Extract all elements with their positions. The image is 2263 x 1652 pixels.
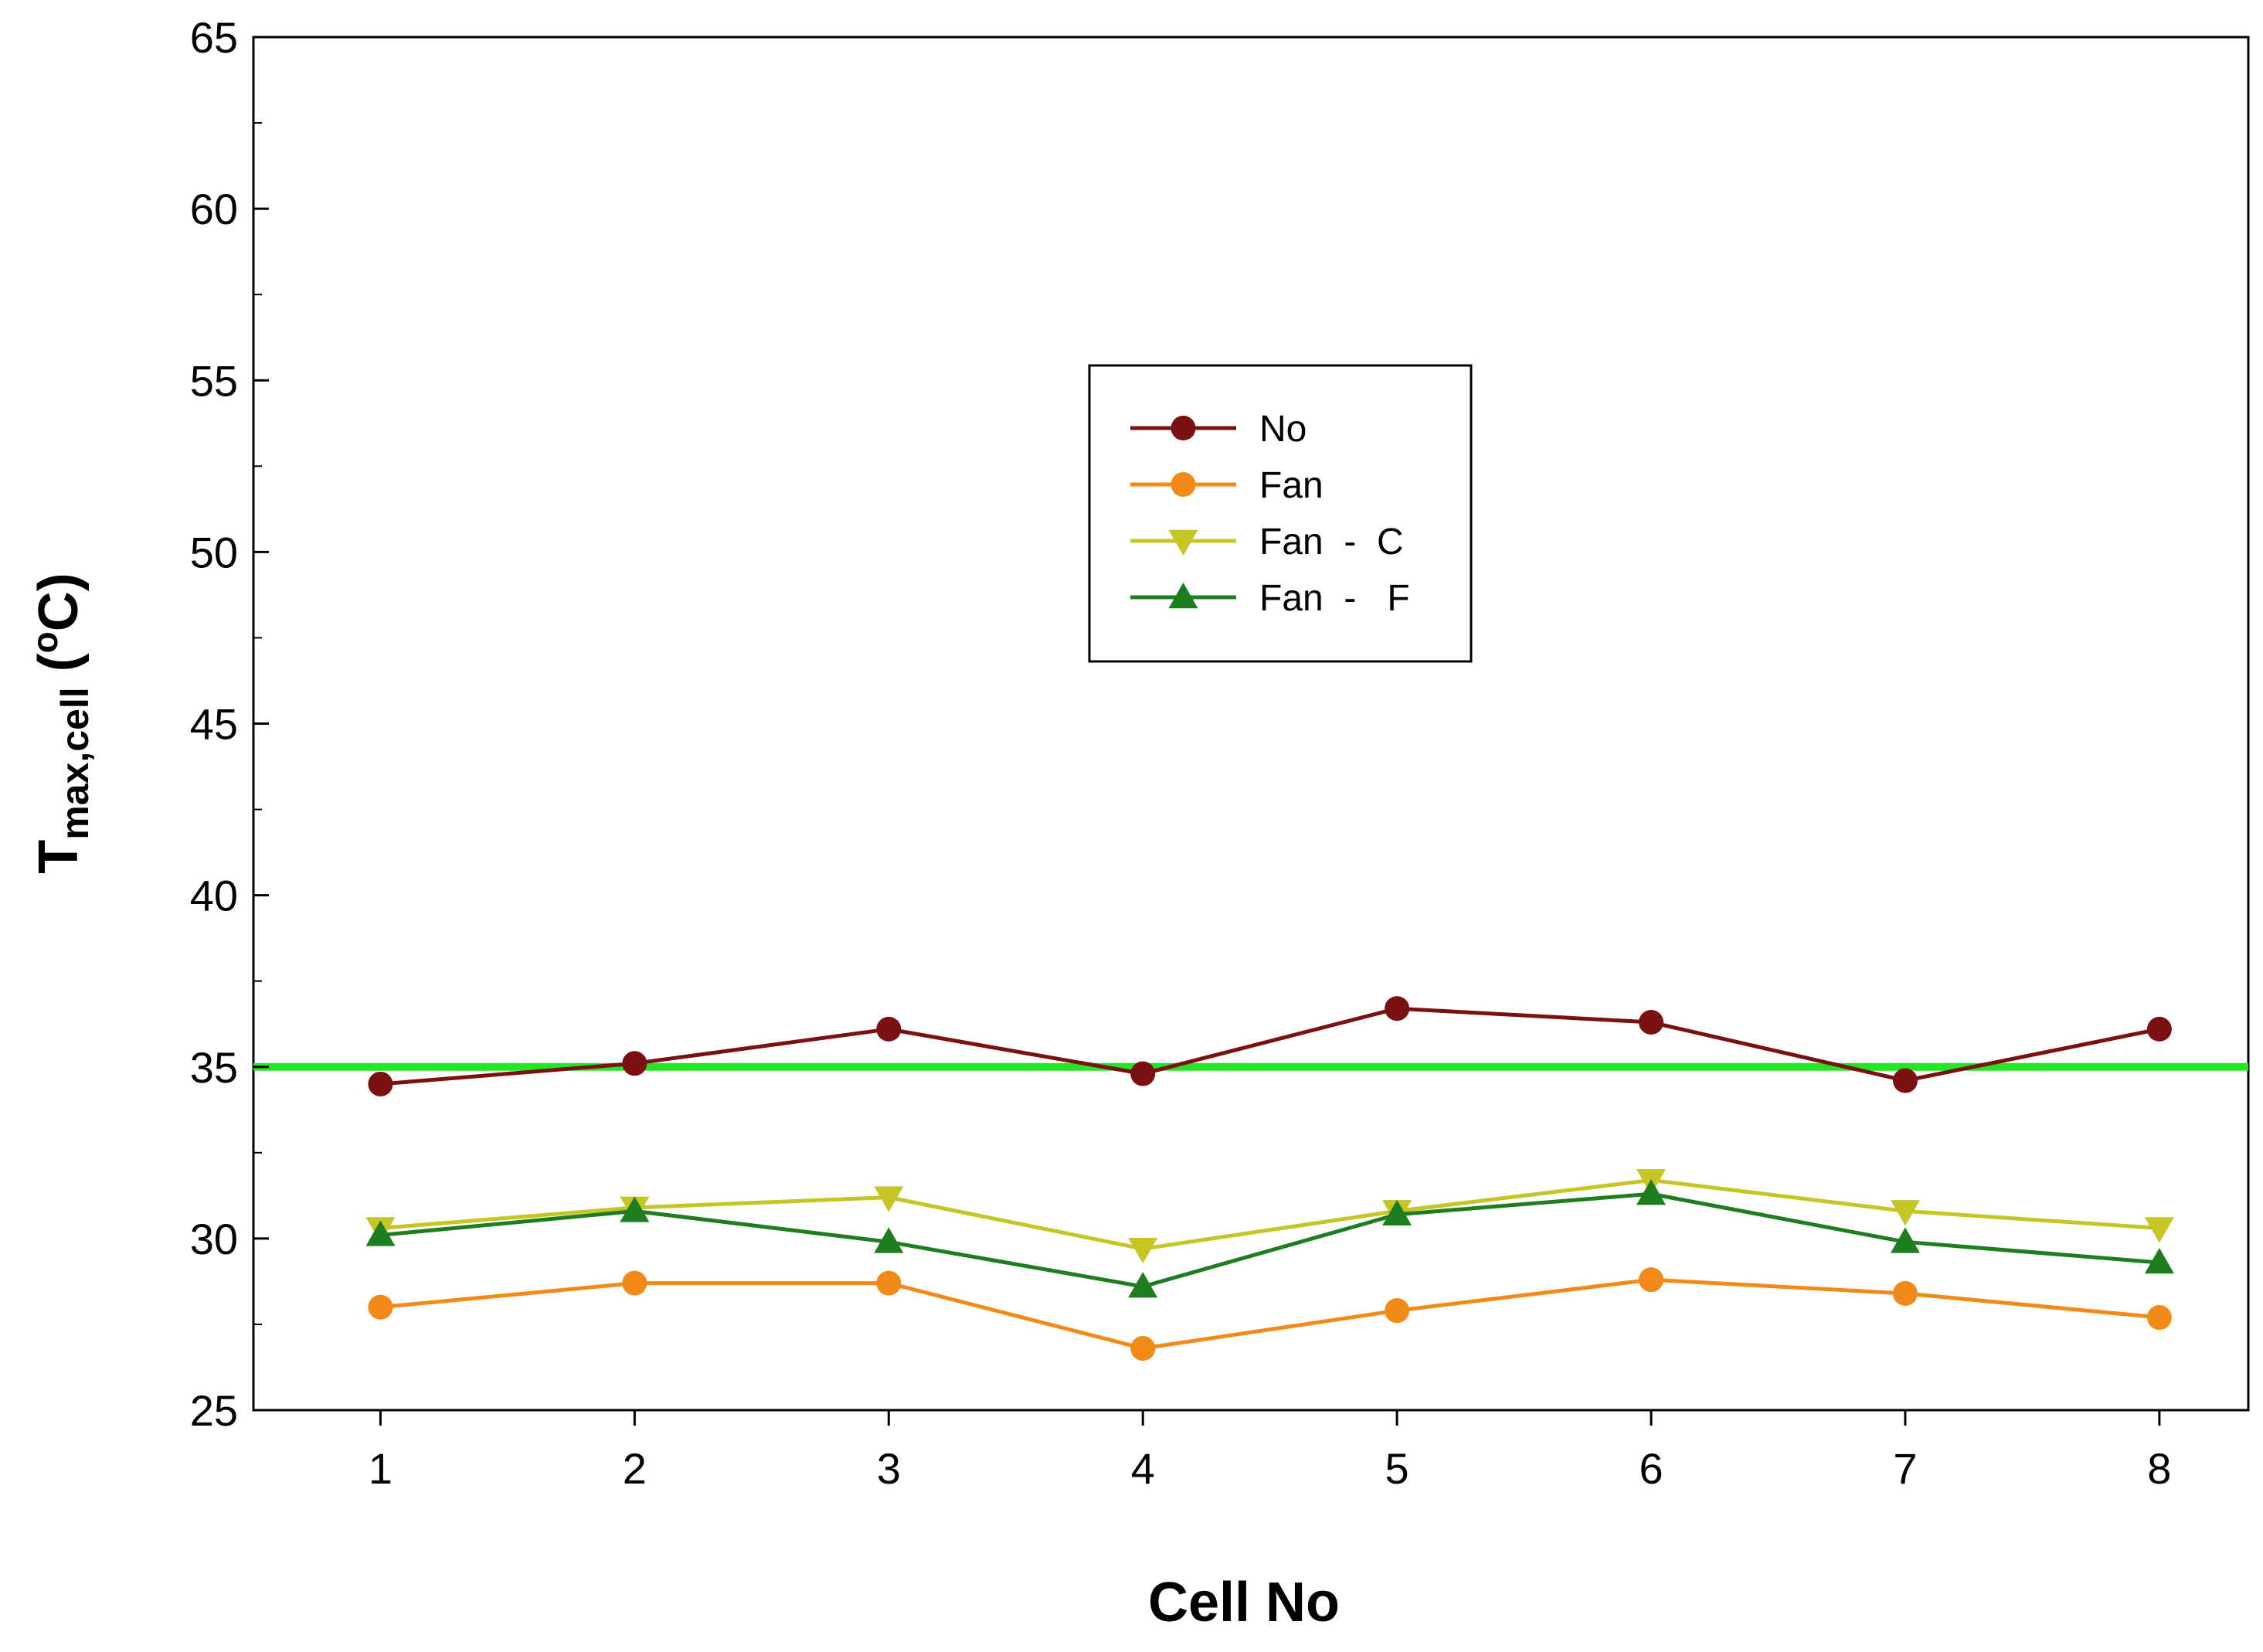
series-fan-f [365, 1179, 2174, 1298]
data-point-no [1385, 996, 1410, 1021]
data-point-fan [368, 1294, 393, 1320]
data-point-no [368, 1071, 393, 1096]
data-point-no [2146, 1016, 2172, 1042]
data-point-fan-f [874, 1227, 904, 1253]
data-point-fan-f [620, 1196, 650, 1222]
y-tick-label: 35 [190, 1043, 238, 1092]
plot-area [252, 36, 2250, 1412]
data-point-fan-c [2144, 1217, 2174, 1243]
y-axis-title-main: T [28, 840, 90, 874]
legend-marker-no [1171, 416, 1196, 440]
legend-label-fan-c: Fan - C [1259, 522, 1404, 563]
data-point-no [1130, 1061, 1156, 1086]
data-point-fan-c [1890, 1200, 1920, 1226]
x-axis-title: Cell No [1148, 1572, 1340, 1633]
data-point-fan [2146, 1305, 2172, 1331]
legend-entry-no: No [1130, 409, 1306, 450]
y-tick-label: 55 [190, 356, 238, 405]
legend-entry-fan-c: Fan - C [1130, 522, 1404, 563]
data-point-fan-f [365, 1220, 396, 1246]
series-line-no [380, 1006, 2160, 1086]
x-tick-label: 5 [1385, 1444, 1409, 1493]
data-point-fan-c [1128, 1237, 1158, 1264]
y-axis-title-close: C) [28, 573, 90, 631]
data-point-no [876, 1016, 902, 1042]
data-point-no [1892, 1068, 1918, 1093]
y-tick-label: 60 [190, 185, 238, 233]
data-point-fan-f [1890, 1227, 1920, 1253]
data-point-fan-f [1382, 1199, 1412, 1226]
data-point-fan [1892, 1280, 1918, 1306]
legend-label-no: No [1259, 409, 1306, 450]
series-line-fan-c [380, 1178, 2160, 1251]
data-point-no [1639, 1009, 1664, 1035]
data-point-no [622, 1051, 647, 1076]
legend-entry-fan-f: Fan - F [1130, 578, 1410, 619]
y-tick-label: 30 [190, 1215, 238, 1263]
y-axis-title-sub: max,cell [53, 687, 97, 839]
legend-marker-fan-f [1168, 583, 1198, 609]
series-layer [365, 996, 2174, 1361]
data-point-fan-f [1128, 1272, 1158, 1298]
x-tick-label: 8 [2147, 1444, 2171, 1493]
x-tick-label: 3 [877, 1444, 901, 1493]
legend-items: No Fan Fan - C Fan - F [1130, 409, 1410, 619]
legend-marker-fan-c [1168, 529, 1198, 556]
legend-box [1088, 364, 1473, 663]
y-tick-label: 45 [190, 700, 238, 749]
data-point-fan-f [2144, 1247, 2174, 1274]
y-tick-label: 25 [190, 1386, 238, 1435]
x-tick-label: 7 [1893, 1444, 1917, 1493]
y-tick-label: 50 [190, 528, 238, 576]
data-point-fan-c [874, 1186, 904, 1212]
y-axis-title: Tmax,cell (oC) [25, 573, 97, 873]
data-point-fan-f [1636, 1179, 1667, 1205]
legend: No Fan Fan - C Fan - F [1088, 364, 1473, 663]
x-tick-label: 6 [1639, 1444, 1663, 1493]
legend-label-fan-f: Fan - F [1259, 578, 1410, 619]
data-point-fan [1639, 1267, 1664, 1293]
legend-entry-fan: Fan [1130, 465, 1323, 506]
series-fan [368, 1267, 2172, 1361]
y-tick-label: 65 [190, 13, 238, 62]
data-point-fan [1130, 1336, 1156, 1361]
y-tick-label: 40 [190, 872, 238, 920]
series-line-fan [380, 1277, 2160, 1351]
x-tick-label: 2 [623, 1444, 647, 1493]
legend-label-fan: Fan [1259, 465, 1323, 506]
data-point-fan [876, 1270, 902, 1296]
legend-marker-fan [1171, 472, 1196, 497]
x-tick-label: 1 [369, 1444, 392, 1493]
data-point-fan [622, 1270, 647, 1296]
series-no [368, 996, 2172, 1096]
y-axis-title-open: ( [28, 653, 90, 687]
y-axis-title-sup: o [25, 631, 65, 653]
x-tick-label: 4 [1131, 1444, 1155, 1493]
data-point-fan [1385, 1298, 1410, 1324]
series-line-fan-f [380, 1191, 2160, 1289]
